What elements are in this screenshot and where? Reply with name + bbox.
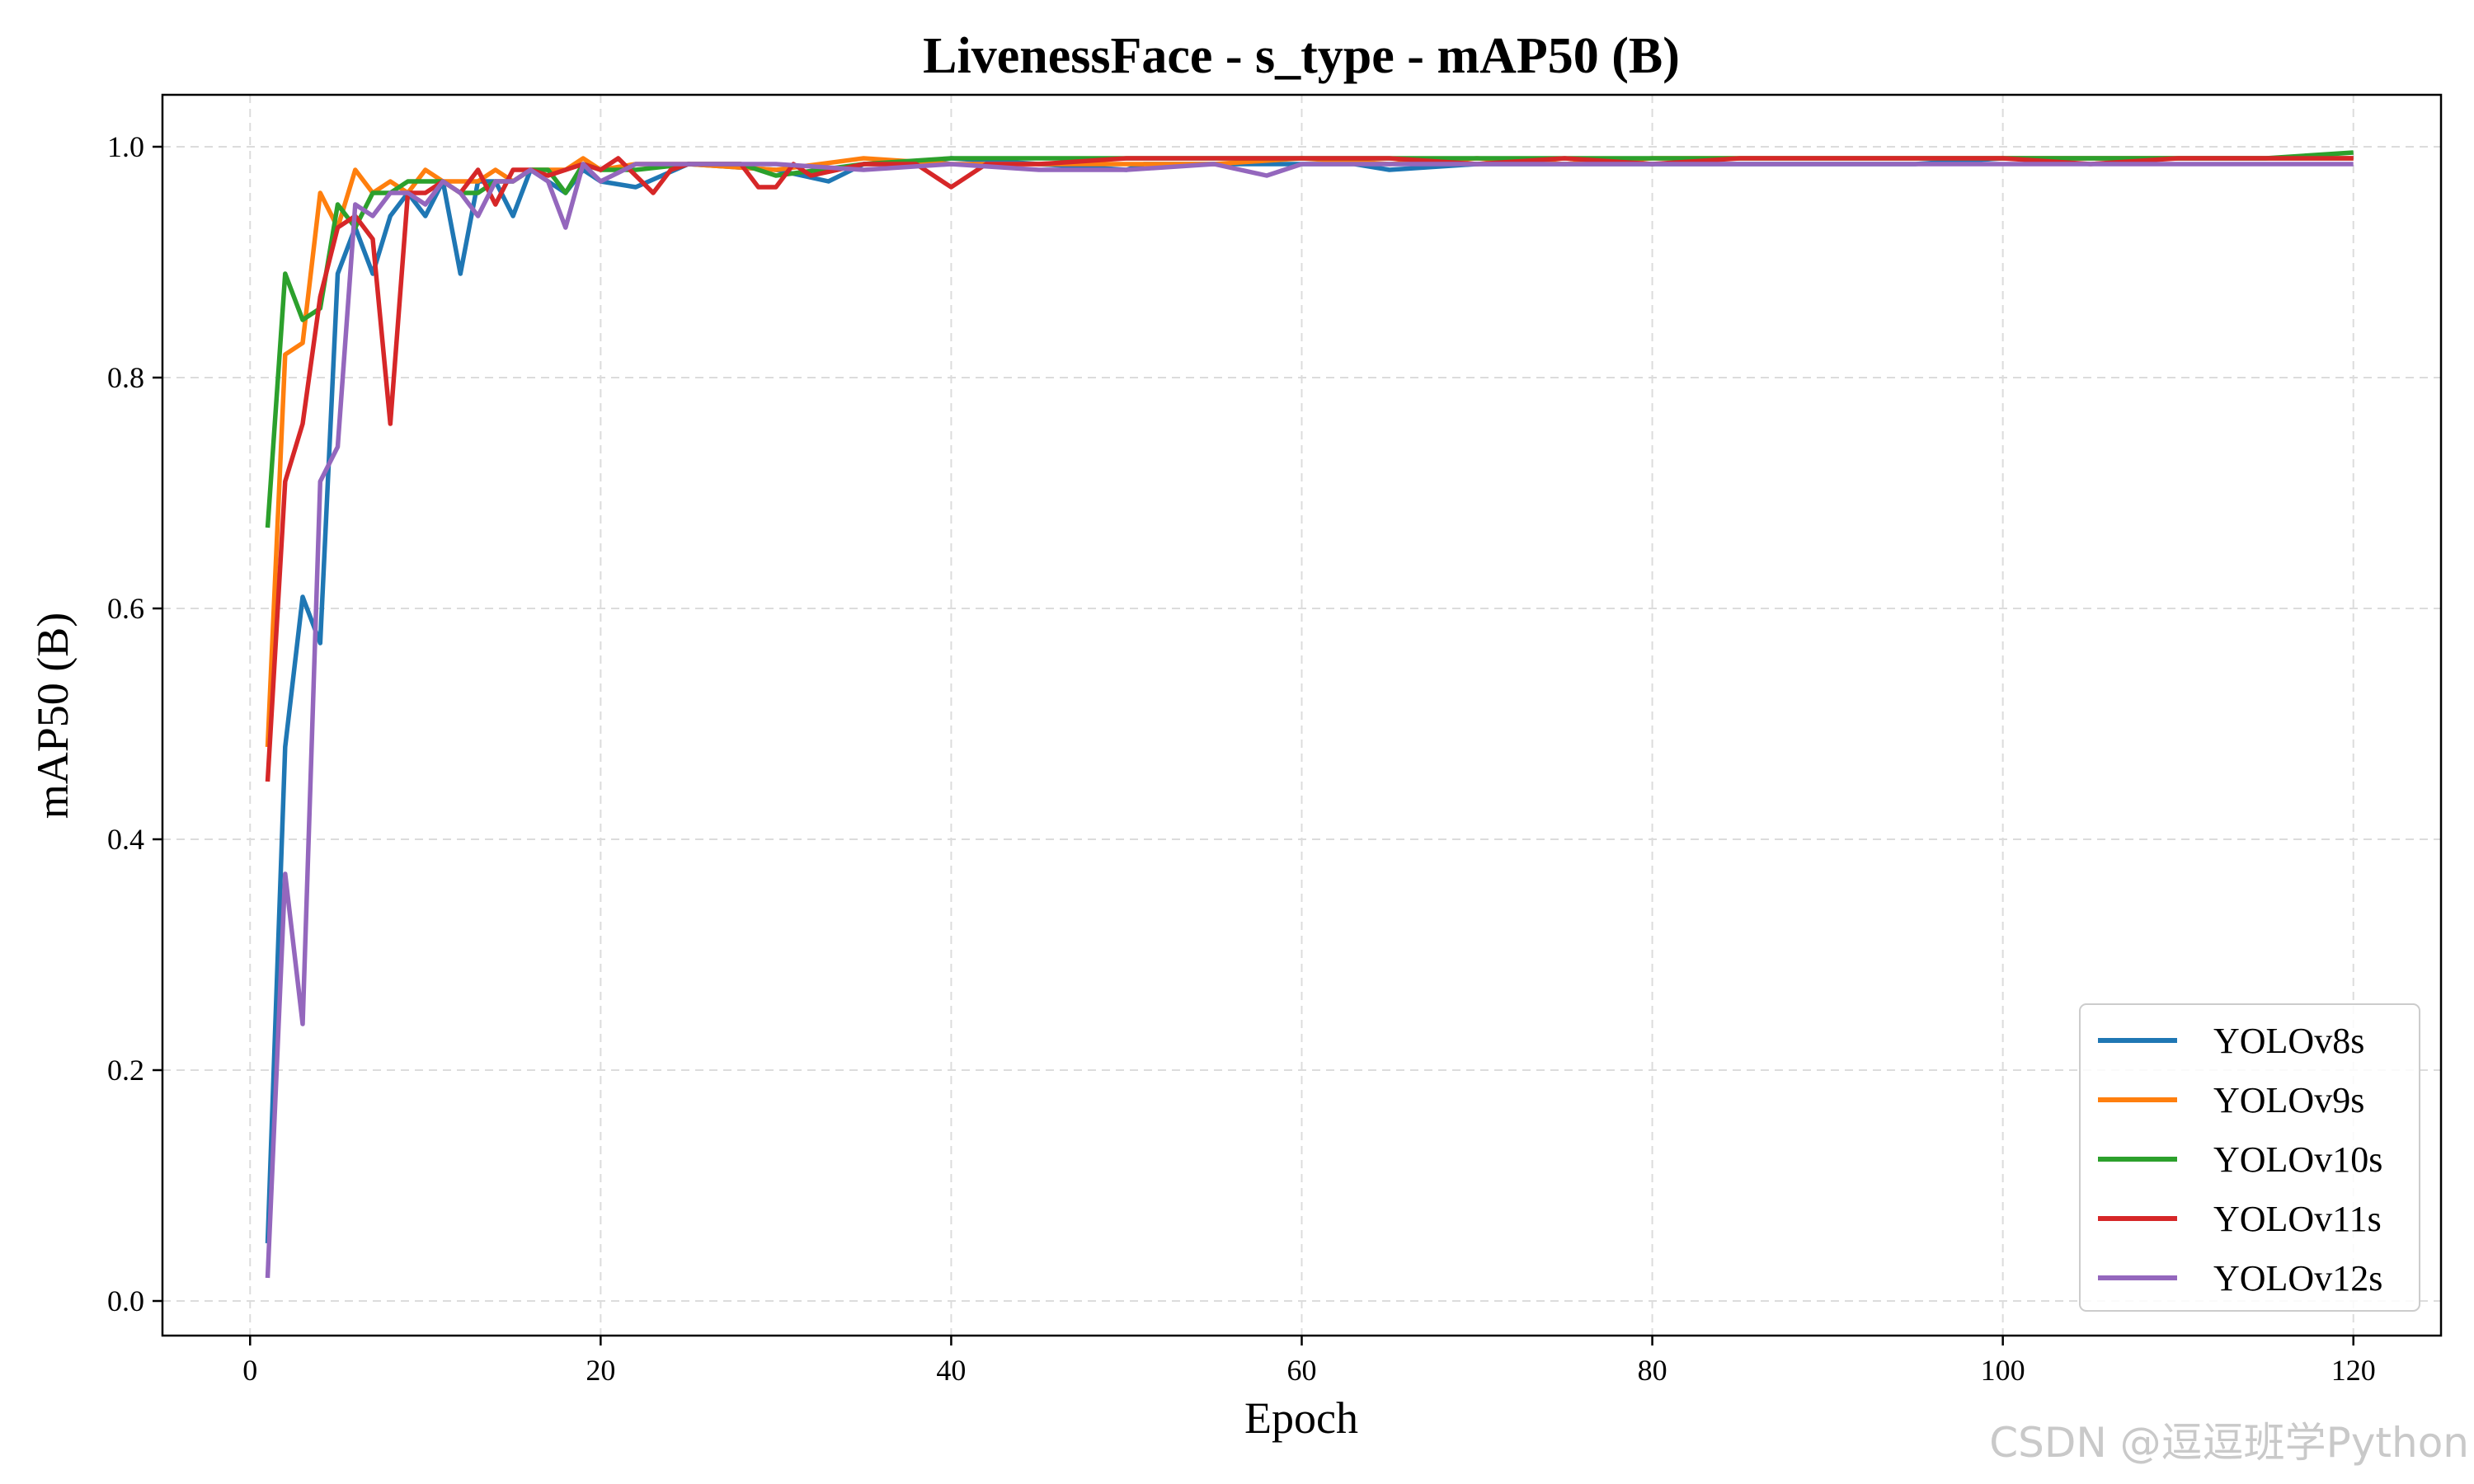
- series-line-yolov12s: [265, 162, 2354, 1279]
- legend: YOLOv8s YOLOv9s YOLOv10s YOLOv11s YOLOv12s: [2079, 1003, 2420, 1312]
- legend-label: YOLOv10s: [2213, 1139, 2382, 1180]
- y-tick-label: 0.0: [107, 1284, 144, 1317]
- legend-label: YOLOv11s: [2213, 1199, 2382, 1239]
- grid: [162, 95, 2441, 1336]
- series-lines: [265, 150, 2354, 1279]
- x-tick-label: 80: [1638, 1354, 1667, 1387]
- y-tick-label: 0.8: [107, 361, 144, 394]
- y-tick-label: 0.2: [107, 1054, 144, 1087]
- legend-label: YOLOv8s: [2213, 1021, 2364, 1061]
- ticks: 0 20 40 60 80 100 120 0.0 0.2 0.4 0.6 0.8 1.0: [107, 130, 2376, 1387]
- x-tick-label: 60: [1287, 1354, 1317, 1387]
- series-line-yolov11s: [265, 156, 2354, 782]
- y-tick-label: 0.6: [107, 592, 144, 625]
- y-tick-label: 0.4: [107, 823, 144, 856]
- legend-label: YOLOv9s: [2213, 1080, 2364, 1120]
- x-tick-label: 100: [1981, 1354, 2025, 1387]
- x-tick-label: 0: [242, 1354, 257, 1387]
- x-axis-label: Epoch: [1244, 1393, 1358, 1443]
- x-tick-label: 40: [936, 1354, 966, 1387]
- series-line-yolov9s: [265, 156, 2354, 748]
- watermark-text: CSDN @逗逗班学Python: [1989, 1419, 2469, 1467]
- y-tick-label: 1.0: [107, 130, 144, 163]
- x-tick-label: 20: [586, 1354, 615, 1387]
- legend-label: YOLOv12s: [2213, 1258, 2382, 1298]
- x-tick-label: 120: [2331, 1354, 2376, 1387]
- legend-box: [2079, 1003, 2420, 1312]
- chart-title: LivenessFace - s_type - mAP50 (B): [923, 28, 1680, 84]
- series-line-yolov8s: [265, 156, 2354, 1244]
- series-line-yolov10s: [265, 150, 2354, 528]
- y-axis-label: mAP50 (B): [28, 613, 78, 819]
